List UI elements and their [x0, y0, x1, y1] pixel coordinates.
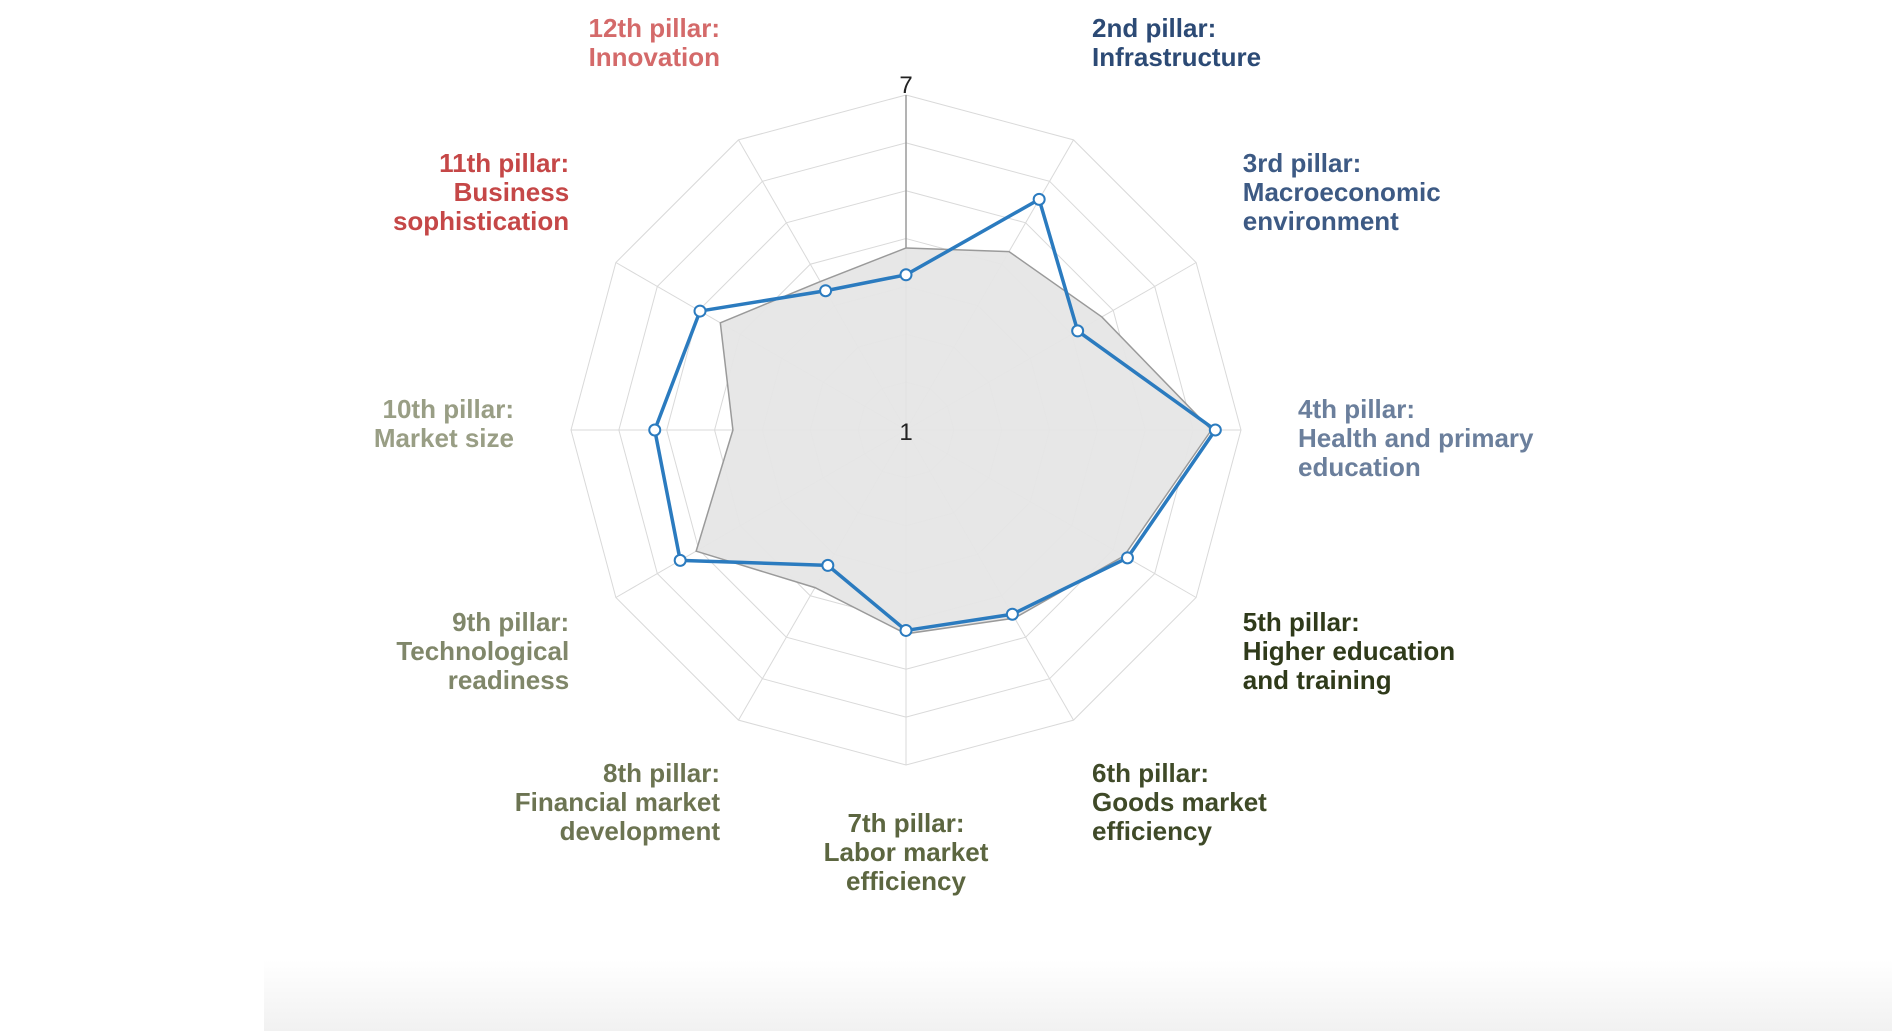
footer-shade — [264, 960, 1892, 1031]
axis-label-line: 5th pillar: — [1243, 607, 1360, 637]
axis-label-line: 2nd pillar: — [1092, 13, 1216, 43]
radar-series — [653, 197, 1218, 635]
axis-label-line: Innovation — [589, 42, 720, 72]
spain-point-3 — [1071, 324, 1085, 338]
radar-points — [648, 192, 1222, 637]
axis-label-line: Market size — [374, 423, 514, 453]
axis-label-pillar-9: 9th pillar: Technological readiness — [396, 607, 569, 695]
spain-point-9 — [673, 553, 687, 567]
axis-label-line: 11th pillar: — [439, 148, 569, 178]
spain-point-5 — [1120, 551, 1134, 565]
radar-axis-labels: 1st pillar:Institutions2nd pillar:Infras… — [374, 13, 1534, 896]
axis-label-line: 8th pillar: — [603, 758, 720, 788]
tick-label-7: 7 — [899, 72, 912, 99]
axis-label-line: education — [1298, 452, 1421, 482]
axis-label-pillar-8: 8th pillar: Financial market development — [515, 758, 721, 846]
axis-label-line: 7th pillar: — [847, 808, 964, 838]
axis-label-line: environment — [1243, 206, 1399, 236]
axis-label-line: Labor market — [824, 837, 989, 867]
axis-label-line: Business — [454, 177, 570, 207]
axis-label-line: efficiency — [1092, 816, 1212, 846]
axis-label-pillar-6: 6th pillar: Goods market efficiency — [1092, 758, 1267, 846]
axis-label-line: efficiency — [846, 866, 966, 896]
axis-label-line: 10th pillar: — [383, 394, 514, 424]
spain-point-1 — [899, 268, 913, 282]
spain-point-11 — [693, 304, 707, 318]
axis-label-line: Goods market — [1092, 787, 1267, 817]
spain-point-6 — [1005, 607, 1019, 621]
axis-label-line: 12th pillar: — [589, 13, 720, 43]
axis-label-line: Health and primary — [1298, 423, 1534, 453]
axis-label-pillar-4: 4th pillar: Health and primary education — [1298, 394, 1534, 482]
tick-label-1: 1 — [899, 419, 912, 446]
axis-label-pillar-12: 12th pillar: Innovation — [589, 13, 720, 72]
spain-point-10 — [648, 423, 662, 437]
axis-label-line: 9th pillar: — [452, 607, 569, 637]
spain-point-12 — [819, 284, 833, 298]
spain-point-4 — [1208, 423, 1222, 437]
axis-label-line: Technological — [396, 636, 569, 666]
axis-label-line: sophistication — [393, 206, 569, 236]
axis-label-pillar-10: 10th pillar: Market size — [374, 394, 514, 453]
axis-label-line: Financial market — [515, 787, 721, 817]
axis-label-line: 4th pillar: — [1298, 394, 1415, 424]
axis-label-pillar-2: 2nd pillar: Infrastructure — [1092, 13, 1261, 72]
axis-label-pillar-7: 7th pillar: Labor market efficiency — [824, 808, 989, 896]
spain-point-8 — [821, 558, 835, 572]
axis-label-pillar-3: 3rd pillar: Macroeconomic environment — [1243, 148, 1441, 236]
axis-label-pillar-11: 11th pillar: Business sophistication — [393, 148, 569, 236]
radar-tick-labels: 17 — [899, 72, 912, 446]
axis-label-line: and training — [1243, 665, 1392, 695]
axis-label-line: readiness — [448, 665, 569, 695]
axis-label-line: Higher education — [1243, 636, 1455, 666]
spain-point-7 — [899, 623, 913, 637]
spain-point-2 — [1032, 192, 1046, 206]
axis-label-pillar-5: 5th pillar: Higher education and training — [1243, 607, 1455, 695]
axis-label-line: development — [560, 816, 721, 846]
axis-label-line: 3rd pillar: — [1243, 148, 1361, 178]
axis-label-line: 6th pillar: — [1092, 758, 1209, 788]
axis-label-line: Infrastructure — [1092, 42, 1261, 72]
series-area-europe-north-america — [695, 247, 1213, 635]
axis-label-line: Macroeconomic — [1243, 177, 1441, 207]
